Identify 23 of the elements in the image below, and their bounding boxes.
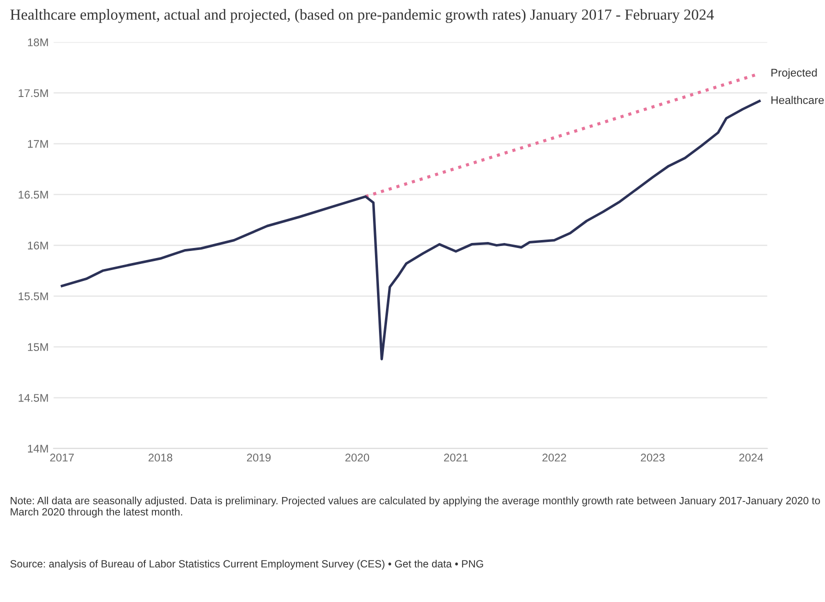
y-tick-label: 15.5M <box>18 292 48 300</box>
series-label: Projected <box>771 68 817 79</box>
y-tick-label: 14.5M <box>18 394 48 402</box>
x-tick-label: 2019 <box>246 454 271 462</box>
y-tick-label: 14M <box>28 444 48 453</box>
y-tick-label: 16M <box>28 242 48 250</box>
x-tick-label: 2024 <box>739 454 764 462</box>
x-tick-label: 2022 <box>542 454 566 462</box>
y-tick-label: 17M <box>28 140 48 148</box>
x-tick-label: 2021 <box>444 454 468 462</box>
y-tick-label: 18M <box>28 38 48 46</box>
y-tick-label: 17.5M <box>18 89 48 98</box>
chart-title: Healthcare employment, actual and projected, (based on pre-pandemic growth rates) January 2017 - February 2024 <box>10 9 714 23</box>
x-tick-label: 2023 <box>640 454 665 462</box>
x-tick-label: 2018 <box>148 454 172 462</box>
source-note: Source: analysis of Bureau of Labor Statistics Current Employment Survey (CES) • Get the data • PNG <box>10 560 484 570</box>
series-label: Healthcare <box>771 96 824 104</box>
y-tick-label: 16.5M <box>18 190 48 199</box>
text: Note: All data are seasonally adjusted. Data is preliminary. Projected values are calculated by applying the average monthly growth rate between January 2017-January 2020 to March 2020 through the latest month. <box>10 496 820 518</box>
line-series <box>60 100 761 360</box>
y-tick-label: 15M <box>28 343 48 352</box>
x-tick-label: 2020 <box>345 454 370 462</box>
x-tick-label: 2017 <box>50 454 74 462</box>
